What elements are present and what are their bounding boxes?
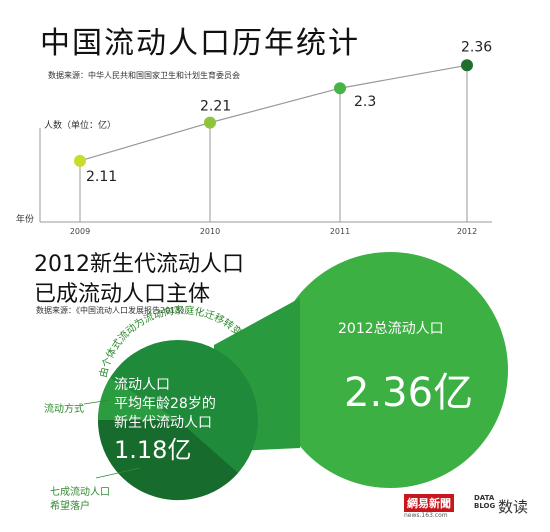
seventy-leader-line <box>95 467 141 479</box>
settle-wish-sector <box>97 420 238 501</box>
data-label-2012: 2.36 <box>461 39 492 55</box>
inner-line3: 新生代流动人口 <box>114 415 212 431</box>
netease-logo-text: 網易新聞 <box>404 494 454 512</box>
section2-title: 2012新生代流动人口 已成流动人口主体 <box>34 250 244 310</box>
chart-source: 数据来源：中华人民共和国国家卫生和计划生育委员会 <box>48 71 240 80</box>
data-label-2010: 2.21 <box>200 99 231 115</box>
total-population-circle <box>272 252 508 488</box>
data-label-2009: 2.11 <box>86 169 117 185</box>
inner-value: 1.18亿 <box>114 436 192 464</box>
seventy-percent-label: 七成流动人口 希望落户 <box>50 486 110 514</box>
x-tick-label-2009: 2009 <box>70 227 90 236</box>
datablog-logo: DATA BLOG <box>474 494 495 510</box>
data-point-2010 <box>204 116 216 129</box>
data-point-2009 <box>74 154 86 167</box>
datablog-data: DATA <box>474 494 495 502</box>
x-tick-label-2012: 2012 <box>457 227 477 236</box>
x-tick-label-2010: 2010 <box>200 227 220 236</box>
inner-text: 流动人口 平均年龄28岁的 新生代流动人口 <box>114 376 216 433</box>
netease-logo: 網易新聞 news.163.com <box>404 494 454 519</box>
shudu-logo: 数读 <box>498 498 529 516</box>
mobility-mode-label: 流动方式 <box>44 404 84 415</box>
seventy-line1: 七成流动人口 <box>50 487 110 498</box>
series-line <box>79 64 468 162</box>
chart-marks: 2.11 2009 2.21 2010 2.3 2011 2.36 2012 <box>70 39 492 236</box>
section2-source: 数据来源：《中国流动人口发展报告2013》 <box>36 306 189 315</box>
chart-title: 中国流动人口历年统计 <box>40 26 360 61</box>
inner-line1: 流动人口 <box>114 377 170 393</box>
section2-title-line1: 2012新生代流动人口 <box>34 252 244 277</box>
data-point-2011 <box>334 82 346 95</box>
datablog-blog: BLOG <box>474 502 496 510</box>
seventy-line2: 希望落户 <box>50 501 90 512</box>
y-axis-label: 人数（单位：亿） <box>44 121 117 131</box>
data-label-2011: 2.3 <box>354 94 376 110</box>
x-tick-label-2011: 2011 <box>330 227 350 236</box>
data-point-2012 <box>461 59 473 72</box>
netease-logo-url: news.163.com <box>404 512 448 519</box>
mode-leader-line <box>83 399 111 405</box>
section2-title-line2: 已成流动人口主体 <box>34 282 211 307</box>
total-value: 2.36亿 <box>344 370 474 416</box>
total-label: 2012总流动人口 <box>338 321 444 337</box>
mobility-mode-sector <box>98 378 178 420</box>
line-chart: 2.11 2009 2.21 2010 2.3 2011 2.36 2012 <box>39 39 492 236</box>
x-axis-label: 年份 <box>16 215 35 225</box>
inner-line2: 平均年龄28岁的 <box>114 396 216 412</box>
